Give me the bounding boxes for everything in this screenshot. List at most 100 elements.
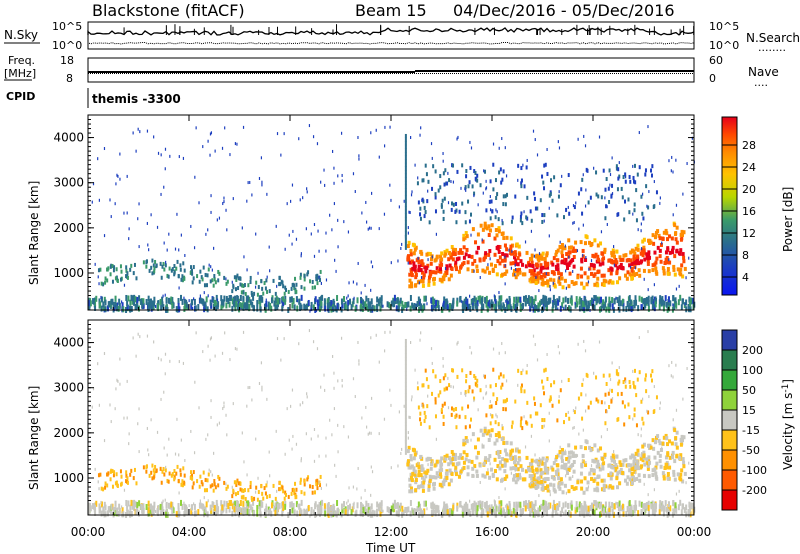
velocity-cell <box>347 505 350 512</box>
power-cell <box>578 227 580 231</box>
velocity-cell <box>506 510 509 517</box>
velocity-cell <box>651 369 654 374</box>
power-cell <box>650 173 653 178</box>
power-cell <box>508 248 510 252</box>
power-cell <box>423 265 427 270</box>
velocity-cell <box>228 500 231 507</box>
power-cell <box>408 272 412 277</box>
power-cell <box>290 199 292 203</box>
velocity-cell <box>434 397 437 402</box>
power-cell <box>109 198 111 202</box>
velocity-cell <box>582 428 584 432</box>
power-cell <box>493 236 497 241</box>
power-cell <box>404 227 407 232</box>
power-cell <box>558 276 560 280</box>
power-cell <box>489 179 492 184</box>
velocity-cell <box>116 483 119 488</box>
velocity-cell <box>642 454 646 459</box>
velocity-cell <box>514 468 516 472</box>
velocity-cell <box>543 479 547 484</box>
power-cell <box>645 297 648 304</box>
power-cell <box>587 200 590 205</box>
power-cell <box>611 303 614 310</box>
power-cell <box>691 136 694 140</box>
power-cell <box>487 252 491 257</box>
power-cell <box>446 181 449 186</box>
velocity-cell <box>520 389 523 394</box>
velocity-cell <box>256 504 259 511</box>
velocity-cell <box>145 469 148 474</box>
power-cell <box>664 250 668 255</box>
velocity-cell <box>576 506 579 513</box>
velocity-cell <box>561 379 563 383</box>
velocity-cell <box>462 465 466 470</box>
power-cell <box>530 260 534 265</box>
velocity-cell <box>530 465 534 470</box>
power-cell <box>340 306 343 313</box>
velocity-cell <box>578 501 581 508</box>
velocity-cell <box>455 462 459 467</box>
velocity-cell <box>600 510 603 517</box>
velocity-cell <box>550 475 554 480</box>
velocity-cell <box>573 410 576 415</box>
power-cell <box>509 304 512 311</box>
velocity-cell <box>600 400 603 405</box>
velocity-cell <box>210 399 212 403</box>
velocity-cell <box>440 483 444 488</box>
velocity-cell <box>404 393 407 398</box>
power-cell <box>465 234 469 239</box>
velocity-cell <box>295 487 298 492</box>
power-cell <box>536 206 539 211</box>
power-cell <box>222 299 225 306</box>
y-tick-label: 2000 <box>53 221 84 235</box>
power-cell <box>535 274 539 279</box>
power-cell <box>119 177 121 181</box>
power-cell <box>551 198 554 203</box>
power-cell <box>632 257 636 262</box>
power-cell <box>336 295 339 302</box>
power-cell <box>179 267 182 272</box>
velocity-cell <box>259 511 262 518</box>
velocity-cell <box>513 455 517 460</box>
power-cell <box>421 178 424 183</box>
power-cell <box>128 227 130 231</box>
velocity-cell <box>614 463 618 468</box>
velocity-cell <box>100 501 103 508</box>
velocity-cell <box>647 330 649 334</box>
velocity-cell <box>231 494 234 499</box>
power-cell <box>170 268 173 273</box>
power-cell <box>631 305 634 312</box>
power-cell <box>419 268 423 273</box>
power-cell <box>489 195 491 199</box>
power-cell <box>393 298 396 305</box>
velocity-cell <box>444 373 447 378</box>
power-cell <box>639 260 643 265</box>
y-tick-label: 3000 <box>53 176 84 190</box>
power-cell <box>524 295 527 302</box>
power-cell <box>106 278 109 283</box>
velocity-cell <box>327 502 330 509</box>
velocity-cell <box>521 507 524 514</box>
power-cell <box>617 167 620 172</box>
velocity-cell <box>677 456 681 461</box>
velocity-cell <box>513 501 516 508</box>
power-cell <box>477 295 480 302</box>
power-cell <box>371 265 374 269</box>
power-cell <box>198 201 200 205</box>
velocity-cell <box>659 500 662 507</box>
velocity-cell <box>160 480 163 485</box>
power-cell <box>213 246 215 250</box>
velocity-cell <box>629 463 633 468</box>
power-cell <box>209 153 211 157</box>
velocity-cell <box>638 478 642 483</box>
velocity-cell <box>485 500 488 507</box>
velocity-cell <box>543 418 546 423</box>
power-cell <box>444 251 448 256</box>
power-cell <box>602 282 606 287</box>
velocity-cell <box>409 486 413 491</box>
power-cell <box>640 194 643 199</box>
velocity-cell <box>406 462 410 467</box>
velocity-cell <box>616 502 619 509</box>
velocity-cell <box>602 373 605 378</box>
power-cell <box>614 258 618 263</box>
